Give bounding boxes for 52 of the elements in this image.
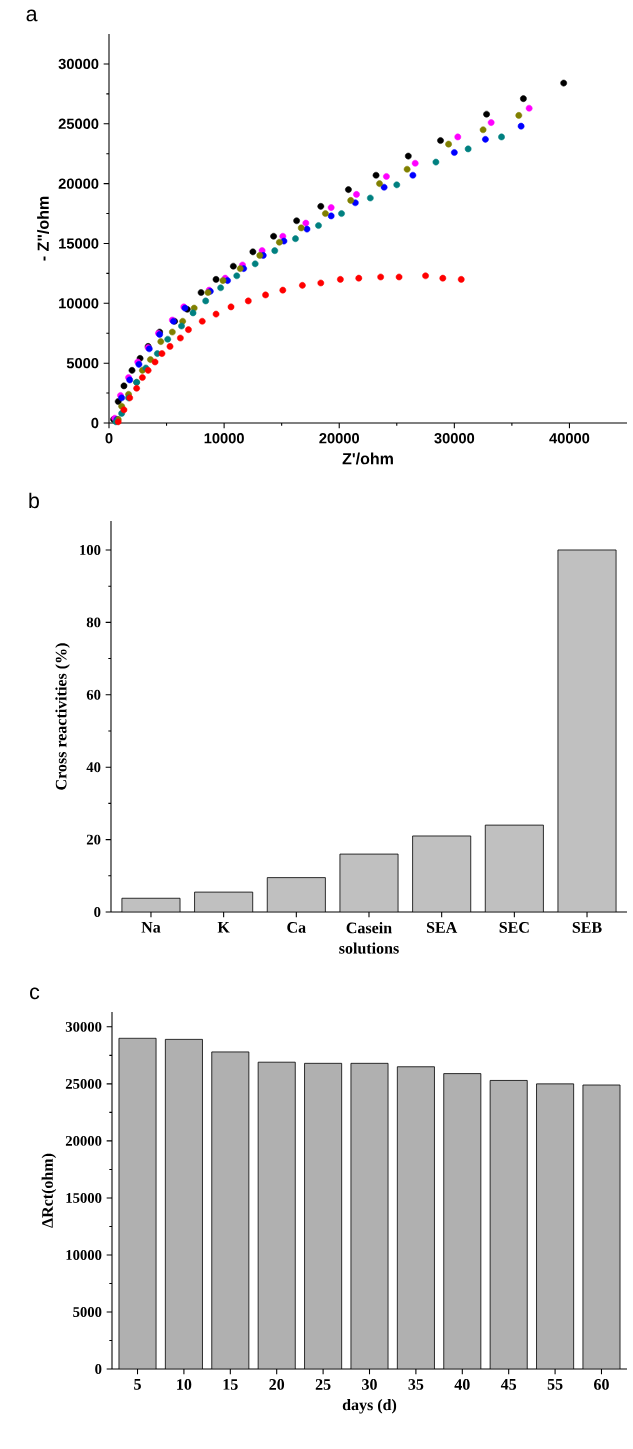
y-tick-label: 30000 xyxy=(58,58,99,70)
x-tick-label: 5 xyxy=(134,1379,141,1390)
y-tick-label: 0 xyxy=(94,907,101,917)
x-tick-label: 40 xyxy=(454,1379,470,1390)
x-tick-label: 10000 xyxy=(204,433,244,444)
x-tick-label: 10 xyxy=(177,1379,192,1390)
y-axis-title: ΔRct(ohm) xyxy=(41,1153,57,1228)
x-tick-label: SEC xyxy=(499,922,529,933)
x-tick-label: 40000 xyxy=(549,433,590,444)
y-tick-label: 0 xyxy=(95,1364,102,1374)
y-tick-label: 10000 xyxy=(66,1250,102,1260)
y-axis-title: Cross reactivities (%) xyxy=(55,643,70,790)
x-tick-label: 60 xyxy=(594,1379,609,1390)
y-tick-label: 60 xyxy=(86,689,101,700)
y-tick-label: 25000 xyxy=(58,118,99,129)
y-axis-title: - Z"/ohm xyxy=(37,196,50,261)
y-tick-label: 15000 xyxy=(59,238,99,249)
y-tick-label: 30000 xyxy=(65,1021,102,1032)
x-axis-title: solutions xyxy=(339,942,399,954)
chart-title: c xyxy=(30,987,40,1000)
x-tick-label: 25 xyxy=(315,1379,331,1390)
x-tick-label: K xyxy=(217,922,230,933)
x-axis-title: days (d) xyxy=(342,1399,397,1414)
x-tick-label: 30000 xyxy=(434,433,475,444)
y-tick-label: 20000 xyxy=(58,178,99,189)
x-tick-label: 45 xyxy=(500,1379,517,1390)
x-tick-label: 55 xyxy=(547,1379,563,1390)
x-tick-label: 30 xyxy=(362,1379,377,1390)
x-tick-label: Na xyxy=(141,922,161,933)
x-tick-label: SEB xyxy=(572,922,602,933)
x-tick-label: 35 xyxy=(408,1379,424,1390)
y-tick-label: 80 xyxy=(86,617,101,628)
y-tick-label: 0 xyxy=(91,417,99,429)
x-tick-label: 20000 xyxy=(319,433,359,444)
y-tick-label: 25000 xyxy=(65,1078,102,1089)
x-tick-label: 15 xyxy=(223,1379,238,1390)
chart-title: a xyxy=(26,9,38,22)
y-tick-label: 40 xyxy=(86,762,101,773)
y-tick-label: 15000 xyxy=(66,1192,102,1203)
x-axis-title: Z'/ohm xyxy=(342,452,393,465)
x-tick-label: Ca xyxy=(287,922,306,933)
x-tick-label: SEA xyxy=(426,922,458,933)
y-tick-label: 20000 xyxy=(65,1135,102,1146)
x-tick-label: 20 xyxy=(269,1379,285,1390)
y-tick-label: 100 xyxy=(80,545,101,555)
y-tick-label: 10000 xyxy=(59,298,99,309)
chart-title: b xyxy=(29,492,39,509)
x-tick-label: 0 xyxy=(105,433,113,444)
x-tick-label: Casein xyxy=(346,922,392,934)
y-tick-label: 5000 xyxy=(66,357,99,369)
y-tick-label: 5000 xyxy=(73,1307,102,1317)
y-tick-label: 20 xyxy=(86,834,101,845)
